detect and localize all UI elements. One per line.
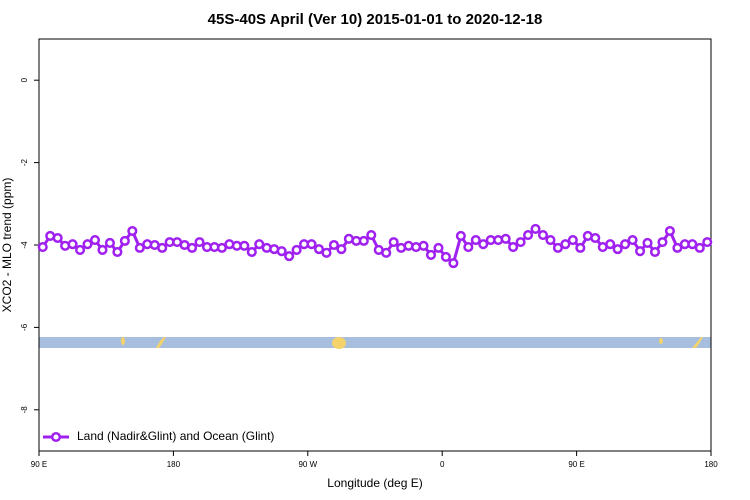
point bbox=[328, 239, 339, 251]
point bbox=[455, 230, 466, 241]
point bbox=[590, 232, 601, 244]
point bbox=[649, 246, 661, 258]
legend-marker bbox=[50, 431, 62, 443]
point bbox=[52, 232, 63, 244]
point bbox=[560, 239, 571, 250]
point bbox=[194, 237, 205, 248]
point bbox=[567, 235, 578, 246]
land-ocean-strip bbox=[39, 337, 711, 349]
point bbox=[575, 242, 586, 253]
point bbox=[127, 225, 138, 237]
point bbox=[463, 242, 474, 253]
point bbox=[478, 239, 489, 250]
point bbox=[500, 233, 511, 244]
point bbox=[276, 246, 287, 257]
point bbox=[702, 237, 713, 248]
point bbox=[605, 239, 616, 250]
point bbox=[284, 251, 295, 262]
point bbox=[134, 242, 145, 253]
y-tick-label: -6 bbox=[20, 323, 29, 331]
point bbox=[523, 230, 534, 241]
point bbox=[381, 247, 392, 258]
point bbox=[291, 244, 302, 255]
point bbox=[246, 246, 257, 258]
x-tick-label: 180 bbox=[704, 460, 718, 469]
point bbox=[440, 251, 451, 262]
point bbox=[552, 242, 563, 253]
point bbox=[313, 244, 325, 255]
point bbox=[388, 237, 399, 248]
point bbox=[672, 242, 683, 253]
point bbox=[89, 235, 101, 246]
point bbox=[366, 230, 377, 241]
point bbox=[448, 258, 459, 269]
point bbox=[336, 244, 347, 255]
x-tick-label: 90 E bbox=[568, 460, 584, 469]
x-tick-label: 90 W bbox=[298, 460, 317, 469]
point bbox=[67, 239, 78, 250]
x-tick-label: 90 E bbox=[31, 460, 47, 469]
point bbox=[358, 235, 369, 246]
point bbox=[418, 240, 429, 251]
point bbox=[642, 237, 653, 248]
point bbox=[635, 246, 646, 257]
x-axis-label: Longitude (deg E) bbox=[327, 476, 422, 490]
point bbox=[425, 249, 437, 260]
point bbox=[239, 240, 250, 251]
point bbox=[104, 237, 115, 248]
point bbox=[37, 242, 48, 253]
y-tick-label: -2 bbox=[20, 158, 29, 166]
point bbox=[537, 230, 549, 241]
y-tick-label: 0 bbox=[20, 77, 29, 82]
point bbox=[694, 242, 705, 253]
x-tick-label: 180 bbox=[167, 460, 181, 469]
y-tick-label: -8 bbox=[20, 406, 29, 414]
point bbox=[627, 235, 638, 246]
point bbox=[664, 225, 675, 237]
point bbox=[470, 235, 481, 246]
x-tick-label: 0 bbox=[440, 460, 445, 469]
point bbox=[657, 237, 668, 248]
y-axis-label: XCO2 - MLO trend (ppm) bbox=[0, 178, 14, 313]
point bbox=[321, 247, 332, 258]
point bbox=[112, 246, 123, 258]
chart-title: 45S-40S April (Ver 10) 2015-01-01 to 202… bbox=[208, 11, 543, 28]
point bbox=[82, 239, 93, 250]
point bbox=[515, 237, 526, 248]
point bbox=[216, 242, 227, 253]
point bbox=[75, 244, 86, 255]
point bbox=[306, 239, 317, 250]
point bbox=[545, 235, 556, 246]
point bbox=[97, 244, 108, 255]
point bbox=[433, 242, 444, 253]
point bbox=[157, 242, 168, 253]
point bbox=[254, 239, 265, 250]
point bbox=[612, 244, 623, 255]
y-tick-label: -4 bbox=[20, 241, 29, 249]
point bbox=[620, 239, 631, 250]
point bbox=[530, 223, 541, 234]
point bbox=[187, 242, 198, 253]
point bbox=[687, 239, 698, 250]
point bbox=[508, 242, 519, 253]
legend-label: Land (Nadir&Glint) and Ocean (Glint) bbox=[77, 429, 274, 443]
point bbox=[119, 235, 130, 246]
